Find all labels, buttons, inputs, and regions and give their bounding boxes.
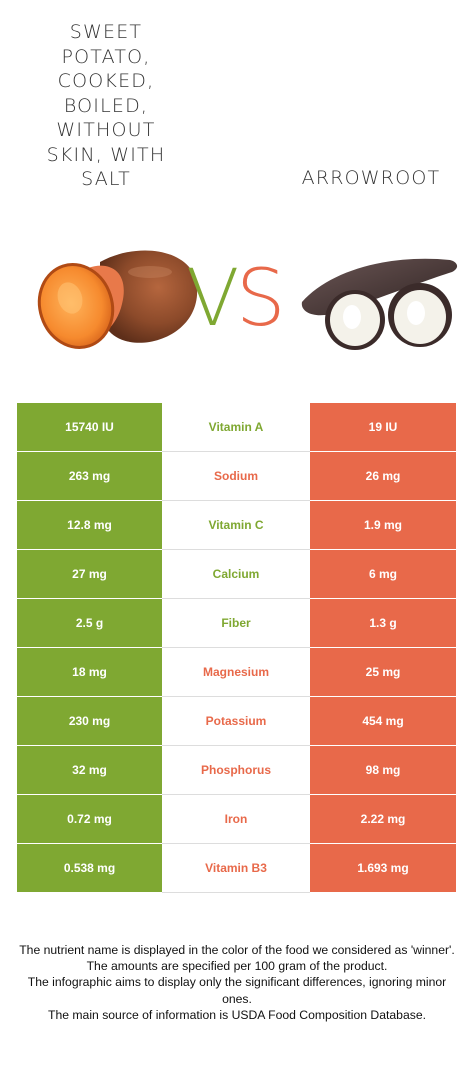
food-title-right: ARROWROOT [301,167,441,189]
table-row: 2.5 g Fiber 1.3 g [17,599,456,648]
table-row: 0.538 mg Vitamin B3 1.693 mg [17,844,456,893]
left-value: 230 mg [17,697,162,746]
nutrient-name: Phosphorus [162,746,310,795]
table-row: 15740 IU Vitamin A 19 IU [17,403,456,452]
table-row: 230 mg Potassium 454 mg [17,697,456,746]
footnote: The nutrient name is displayed in the co… [19,943,455,957]
table-row: 27 mg Calcium 6 mg [17,550,456,599]
table-row: 18 mg Magnesium 25 mg [17,648,456,697]
footnote: The main source of information is USDA F… [48,1007,426,1022]
table-row: 0.72 mg Iron 2.22 mg [17,795,456,844]
right-value: 6 mg [310,550,456,599]
nutrient-name: Magnesium [162,648,310,697]
right-value: 26 mg [310,452,456,501]
table-row: 32 mg Phosphorus 98 mg [17,746,456,795]
nutrient-name: Potassium [162,697,310,746]
footnotes: The nutrient name is displayed in the co… [16,942,458,1023]
vs-v-letter: V [186,254,240,344]
food-title-left: SWEET POTATO, COOKED, BOILED, WITHOUT SK… [46,21,166,190]
footnote: The amounts are specified per 100 gram o… [86,959,388,974]
nutrient-name: Vitamin C [162,501,310,550]
right-value: 1.3 g [310,599,456,648]
arrowroot-image [301,258,458,350]
right-value: 1.9 mg [310,501,456,550]
vs-s-letter: S [236,254,286,344]
right-value: 2.22 mg [310,795,456,844]
right-value: 454 mg [310,697,456,746]
footnote: The infographic aims to display only the… [27,975,447,1006]
left-value: 27 mg [17,550,162,599]
vs-label: V S [186,254,288,344]
right-value: 25 mg [310,648,456,697]
nutrient-name: Sodium [162,452,310,501]
nutrient-table: 15740 IU Vitamin A 19 IU 263 mg Sodium 26 mg 1… [17,403,456,893]
nutrient-name: Iron [162,795,310,844]
sweet-potato-image [37,250,198,349]
right-value: 19 IU [310,403,456,452]
left-value: 18 mg [17,648,162,697]
left-value: 12.8 mg [17,501,162,550]
nutrient-name: Vitamin B3 [162,844,310,893]
left-value: 2.5 g [17,599,162,648]
nutrient-name: Fiber [162,599,310,648]
right-value: 98 mg [310,746,456,795]
left-value: 263 mg [17,452,162,501]
table-row: 263 mg Sodium 26 mg [17,452,456,501]
left-value: 32 mg [17,746,162,795]
nutrient-name: Vitamin A [162,403,310,452]
table-row: 12.8 mg Vitamin C 1.9 mg [17,501,456,550]
nutrient-name: Calcium [162,550,310,599]
left-value: 15740 IU [17,403,162,452]
left-value: 0.72 mg [17,795,162,844]
left-value: 0.538 mg [17,844,162,893]
right-value: 1.693 mg [310,844,456,893]
